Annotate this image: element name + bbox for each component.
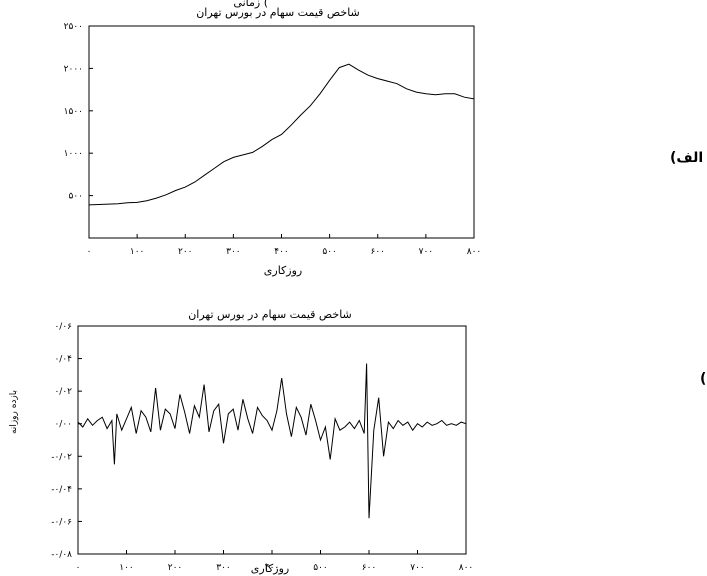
chartB-x-tick-label: ۱۰۰ xyxy=(119,563,134,573)
chartB-y-tick-label: -۰/۰۴ xyxy=(51,485,72,495)
chartA-y-tick-label: ۲۵۰۰ xyxy=(64,22,83,32)
panel-label-b: ب) xyxy=(700,371,707,387)
panel-label-a: الف) xyxy=(670,150,703,166)
chartB-y-tick-label: ۰/۰۴ xyxy=(54,355,72,365)
chart-a-x-ticks: ۰ ۱۰۰ ۲۰۰ ۳۰۰ ۴۰۰ ۵۰۰ ۶۰۰ ۷۰۰ ۸۰۰ xyxy=(87,234,482,257)
chartB-x-tick-label: ۴۰۰ xyxy=(265,563,280,573)
chart-b-title: شاخص قیمت سهام در بورس تهران xyxy=(188,308,352,321)
chartB-y-tick-label: ۰/۰۲ xyxy=(54,387,72,397)
chart-b-x-label: روزکاری xyxy=(251,562,289,575)
chart-b-x-ticks: ۰ ۱۰۰ ۲۰۰ ۳۰۰ ۴۰۰ ۵۰۰ ۶۰۰ ۷۰۰ ۸۰۰ xyxy=(76,550,474,573)
chartA-y-tick-label: ۱۵۰۰ xyxy=(64,107,83,117)
chartA-y-tick-label: ۲۰۰۰ xyxy=(64,64,83,74)
chartA-y-tick-label: ۵۰۰ xyxy=(68,192,83,202)
chart-b-y-ticks: ۰/۰۶ ۰/۰۴ ۰/۰۲ ۰/۰۰ -۰/۰۲ -۰/۰۴ -۰/۰۶ -۰/۰۸ xyxy=(51,322,82,560)
chartB-x-tick-label: ۳۰۰ xyxy=(216,563,231,573)
chartA-x-tick-label: ۶۰۰ xyxy=(370,247,385,257)
chartB-y-tick-label: -۰/۰۲ xyxy=(51,452,72,462)
header-fragment: زمانی ( xyxy=(233,0,268,9)
chartB-x-tick-label: ۰ xyxy=(76,563,81,573)
chartB-y-tick-label: ۰/۰۰ xyxy=(54,420,72,430)
chartA-y-tick-label: ۱۰۰۰ xyxy=(64,149,83,159)
chartA-x-tick-label: ۸۰۰ xyxy=(467,247,482,257)
chart-a: شاخص قیمت سهام در بورس تهران ۵۰۰۱۰۰۰۱۵۰۰… xyxy=(64,6,482,277)
chart-b-y-label: بازده روزانه xyxy=(9,390,19,434)
chart-b-series-line xyxy=(77,363,467,519)
chart-a-y-ticks: ۵۰۰ ۱۰۰۰ ۱۵۰۰ ۲۰۰۰ ۲۵۰۰ xyxy=(64,22,93,202)
chartA-x-tick-label: ۵۰۰ xyxy=(322,247,337,257)
chartA-x-tick-label: ۱۰۰ xyxy=(130,247,145,257)
chartA-x-tick-label: ۰ xyxy=(87,247,92,257)
chartA-x-tick-label: ۷۰۰ xyxy=(419,247,434,257)
chartB-y-tick-label: -۰/۰۸ xyxy=(51,550,72,560)
chartB-x-tick-label: ۵۰۰ xyxy=(313,563,328,573)
chartA-x-tick-label: ۳۰۰ xyxy=(226,247,241,257)
chartB-y-tick-label: -۰/۰۶ xyxy=(51,517,72,527)
chartB-x-tick-label: ۶۰۰ xyxy=(362,563,377,573)
chart-a-x-label: روزکاری xyxy=(264,264,302,277)
chartA-x-tick-label: ۲۰۰ xyxy=(178,247,193,257)
chart-a-frame xyxy=(88,25,475,239)
chartB-y-tick-label: ۰/۰۶ xyxy=(54,322,72,332)
chart-a-title: شاخص قیمت سهام در بورس تهران xyxy=(196,6,360,19)
chartB-x-tick-label: ۷۰۰ xyxy=(410,563,425,573)
chart-b: شاخص قیمت سهام در بورس تهران ۰/۰۶۰/۰۴۰/۰… xyxy=(9,308,473,575)
chart-a-series-line xyxy=(88,63,475,206)
chartB-x-tick-label: ۸۰۰ xyxy=(459,563,474,573)
chartA-x-tick-label: ۴۰۰ xyxy=(274,247,289,257)
chartB-x-tick-label: ۲۰۰ xyxy=(168,563,183,573)
chart-b-frame xyxy=(77,325,467,555)
